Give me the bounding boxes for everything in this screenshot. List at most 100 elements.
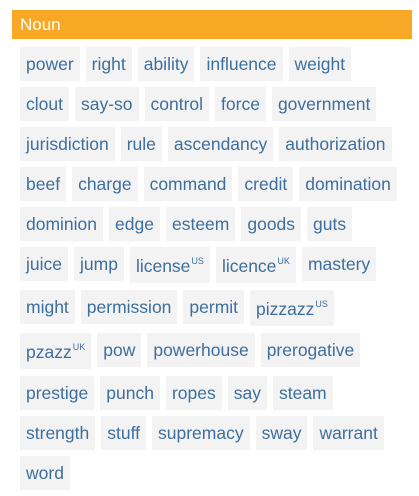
word-text: licence	[221, 256, 277, 276]
word-chip[interactable]: say-so	[74, 87, 139, 121]
word-text: supremacy	[158, 423, 244, 443]
word-text: permission	[86, 297, 172, 317]
word-text: ability	[143, 54, 189, 74]
word-text: domination	[305, 174, 391, 194]
word-chip[interactable]: pizzazzUS	[250, 290, 334, 326]
word-text: force	[221, 94, 260, 114]
word-text: dominion	[26, 214, 98, 234]
word-text: prerogative	[266, 340, 355, 360]
word-chip[interactable]: rule	[120, 127, 162, 161]
word-text: word	[26, 463, 64, 483]
word-text: pow	[103, 340, 136, 360]
word-text: esteem	[171, 214, 230, 234]
word-text: goods	[247, 214, 296, 234]
word-text: say-so	[80, 94, 133, 114]
word-text: beef	[26, 174, 61, 194]
word-chip[interactable]: authorization	[279, 127, 392, 161]
section-title: Noun	[20, 15, 61, 34]
word-text: pizzazz	[256, 299, 315, 319]
word-text: strength	[26, 423, 90, 443]
word-text: credit	[244, 174, 288, 194]
word-text: authorization	[285, 134, 386, 154]
word-text: juice	[26, 254, 62, 274]
region-label: US	[315, 299, 328, 309]
word-chip[interactable]: domination	[299, 167, 397, 201]
word-text: punch	[106, 383, 154, 403]
word-text: rule	[126, 134, 156, 154]
word-chip[interactable]: dominion	[20, 207, 104, 241]
word-text: license	[135, 256, 191, 276]
word-chip[interactable]: influence	[200, 47, 283, 81]
word-chip[interactable]: charge	[72, 167, 138, 201]
word-chip[interactable]: might	[20, 290, 75, 324]
word-text: steam	[278, 383, 327, 403]
word-text: ascendancy	[173, 134, 268, 154]
word-chip[interactable]: weight	[288, 47, 352, 81]
word-chip[interactable]: ropes	[165, 376, 222, 410]
word-chip[interactable]: guts	[307, 207, 353, 241]
word-chip[interactable]: jump	[74, 247, 124, 281]
word-chip[interactable]: supremacy	[152, 416, 250, 450]
word-chip[interactable]: stuff	[101, 416, 146, 450]
word-chip[interactable]: punch	[100, 376, 160, 410]
word-text: clout	[26, 94, 63, 114]
word-text: warrant	[319, 423, 378, 443]
word-chip[interactable]: ability	[137, 47, 195, 81]
word-chip[interactable]: warrant	[313, 416, 384, 450]
word-chip[interactable]: permit	[183, 290, 245, 324]
word-text: influence	[206, 54, 277, 74]
word-chip[interactable]: steam	[272, 376, 333, 410]
word-chip[interactable]: licenseUS	[129, 247, 210, 283]
word-chip[interactable]: licenceUK	[215, 247, 296, 283]
word-text: pzazz	[26, 342, 72, 362]
word-chip[interactable]: command	[143, 167, 233, 201]
word-text: charge	[78, 174, 132, 194]
word-text: weight	[294, 54, 346, 74]
section-header: Noun	[12, 10, 412, 39]
word-text: power	[26, 54, 74, 74]
word-chip[interactable]: government	[271, 87, 377, 121]
word-text: say	[233, 383, 261, 403]
word-chip[interactable]: control	[144, 87, 210, 121]
synonym-panel: Noun power right ability influence weight clo…	[12, 10, 412, 496]
word-chip[interactable]: mastery	[301, 247, 377, 281]
word-chip[interactable]: prerogative	[260, 333, 361, 367]
word-text: jump	[80, 254, 118, 274]
word-text: mastery	[307, 254, 371, 274]
word-chip[interactable]: say	[227, 376, 267, 410]
word-chip[interactable]: power	[20, 47, 80, 81]
region-label: UK	[72, 342, 86, 352]
word-chip[interactable]: esteem	[165, 207, 236, 241]
word-chip[interactable]: word	[20, 456, 70, 490]
word-chip[interactable]: ascendancy	[167, 127, 274, 161]
word-text: powerhouse	[153, 340, 249, 360]
word-chip[interactable]: pzazzUK	[20, 333, 92, 369]
word-text: control	[150, 94, 204, 114]
word-chip[interactable]: credit	[238, 167, 294, 201]
word-chip[interactable]: sway	[255, 416, 308, 450]
word-chip[interactable]: force	[215, 87, 266, 121]
word-chip[interactable]: powerhouse	[147, 333, 255, 367]
word-text: edge	[115, 214, 154, 234]
word-chip[interactable]: beef	[20, 167, 67, 201]
word-chip[interactable]: goods	[241, 207, 302, 241]
word-text: guts	[313, 214, 347, 234]
word-chip[interactable]: pow	[97, 333, 142, 367]
word-text: jurisdiction	[26, 134, 109, 154]
word-text: sway	[261, 423, 302, 443]
word-chip[interactable]: edge	[109, 207, 160, 241]
word-chip[interactable]: jurisdiction	[20, 127, 115, 161]
word-text: command	[149, 174, 227, 194]
word-text: ropes	[171, 383, 216, 403]
word-chip[interactable]: clout	[20, 87, 69, 121]
word-chip[interactable]: permission	[80, 290, 178, 324]
word-text: right	[91, 54, 126, 74]
word-chip[interactable]: right	[85, 47, 132, 81]
word-chip[interactable]: strength	[20, 416, 96, 450]
word-chip[interactable]: juice	[20, 247, 68, 281]
word-text: prestige	[26, 383, 89, 403]
word-chip[interactable]: prestige	[20, 376, 95, 410]
word-text: permit	[189, 297, 239, 317]
word-text: might	[26, 297, 69, 317]
region-label: US	[191, 256, 204, 266]
